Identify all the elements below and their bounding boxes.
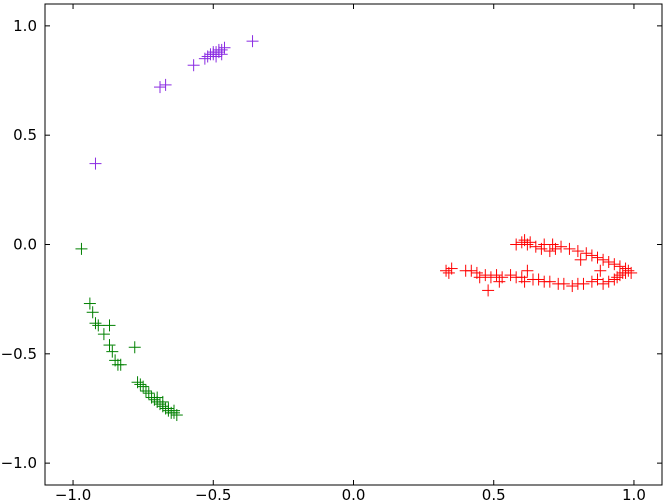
data-point [215,48,228,61]
data-point [159,78,172,91]
x-tick-label: 0.0 [342,486,366,503]
y-tick-label: 0.0 [13,236,37,254]
x-axis: −1.0 −0.5 0.0 0.5 1.0 [55,4,646,503]
data-point [97,328,110,341]
y-tick-label: −1.0 [1,454,37,472]
data-point [156,395,169,408]
data-point [585,249,598,262]
data-point [619,262,632,275]
x-tick-label: 1.0 [622,486,646,503]
data-point [75,242,88,255]
x-tick-label: −1.0 [55,486,91,503]
data-point [490,269,503,282]
y-tick-label: 1.0 [13,17,37,35]
data-point [187,59,200,72]
data-point [557,277,570,290]
data-point [555,240,568,253]
data-point [585,275,598,288]
data-point [518,234,531,247]
data-point [597,277,610,290]
x-tick-label: 0.5 [482,486,506,503]
data-point [543,275,556,288]
data-point [602,255,615,268]
data-point [246,35,259,48]
data-point [580,247,593,260]
data-point [535,242,548,255]
x-tick-label: −0.5 [195,486,231,503]
data-point [518,275,531,288]
data-point [114,358,127,371]
data-point [577,277,590,290]
data-point [521,264,534,277]
data-point [510,238,523,251]
data-point [493,275,506,288]
data-point [608,258,621,271]
data-point [212,46,225,59]
data-point [504,269,517,282]
data-point [597,253,610,266]
data-point [574,253,587,266]
data-point [86,306,99,319]
data-point [440,264,453,277]
data-point [591,251,604,264]
data-point [153,81,166,94]
data-point [594,264,607,277]
data-point [445,262,458,275]
data-point [571,245,584,258]
data-point [465,264,478,277]
data-point [532,273,545,286]
data-point [473,271,486,284]
y-tick-label: −0.5 [1,345,37,363]
data-point [139,384,152,397]
plot-background [45,4,662,485]
data-point [566,280,579,293]
data-point [128,341,141,354]
data-point [168,404,181,417]
data-point [484,271,497,284]
data-marks [75,35,638,422]
data-point [162,402,175,415]
data-point [602,275,615,288]
data-point [479,269,492,282]
data-point [83,297,96,310]
data-point [543,245,556,258]
y-axis: 1.0 0.5 0.0 −0.5 −1.0 [1,17,662,472]
data-point [103,319,116,332]
data-point [613,260,626,273]
data-point [524,236,537,249]
data-point [549,242,562,255]
y-tick-label: 0.5 [13,126,37,144]
data-point [563,242,576,255]
data-point [92,319,105,332]
data-point [103,339,116,352]
data-point [482,284,495,297]
data-point [622,264,635,277]
data-point [134,378,147,391]
data-point [89,157,102,170]
data-point [89,317,102,330]
data-point [106,345,119,358]
